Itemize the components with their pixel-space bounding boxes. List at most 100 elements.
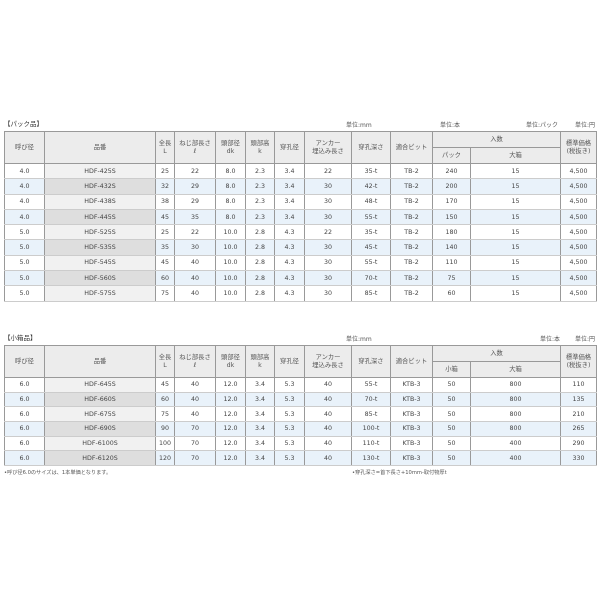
cell: 140 — [432, 239, 471, 256]
cell: 2.8 — [245, 285, 275, 302]
header-quantity: 入数 — [432, 131, 561, 148]
cell: HDF-525S — [44, 224, 156, 241]
cell: HDF-535S — [44, 239, 156, 256]
cell: 60 — [155, 270, 175, 287]
cell: 4,500 — [560, 285, 597, 302]
cell: 5.0 — [4, 254, 45, 272]
cell: 10.0 — [215, 285, 246, 302]
cell: 45-t — [351, 239, 391, 256]
cell: 12.0 — [215, 377, 246, 393]
cell: 3.4 — [245, 421, 275, 437]
cell: 85-t — [351, 406, 391, 423]
cell: 50 — [432, 450, 471, 467]
cell: 6.0 — [4, 450, 45, 467]
header-anchor-depth: アンカー 埋込み長さ — [304, 131, 352, 164]
cell: 3.4 — [245, 406, 275, 423]
cell: 6.0 — [4, 435, 45, 452]
cell: TB-2 — [390, 224, 433, 241]
cell: HDF-660S — [44, 391, 156, 408]
cell: 2.8 — [245, 270, 275, 287]
cell: 8.0 — [215, 193, 246, 210]
cell: 22 — [174, 224, 216, 241]
cell: 48-t — [351, 193, 391, 210]
cell: TB-2 — [390, 285, 433, 302]
header-diameter: 呼び径 — [4, 345, 45, 378]
cell: TB-2 — [390, 254, 433, 272]
cell: HDF-675S — [44, 406, 156, 423]
cell: 800 — [470, 421, 561, 437]
cell: 40 — [304, 406, 352, 423]
cell: 5.3 — [274, 421, 305, 437]
header-thread-length: ねじ部長さ ℓ — [174, 345, 216, 378]
cell: 35 — [155, 239, 175, 256]
cell: 8.0 — [215, 162, 246, 180]
cell: 5.3 — [274, 406, 305, 423]
cell: 5.0 — [4, 270, 45, 287]
cell: 50 — [432, 377, 471, 393]
cell: 2.8 — [245, 254, 275, 272]
cell: 400 — [470, 435, 561, 452]
cell: 40 — [174, 254, 216, 272]
cell: 42-t — [351, 178, 391, 195]
cell: TB-2 — [390, 178, 433, 195]
cell: 800 — [470, 406, 561, 423]
cell: 800 — [470, 391, 561, 408]
cell: 180 — [432, 224, 471, 241]
table-row: 5.0 HDF-575S 75 40 10.0 2.8 4.3 30 85-t TB-2 60 15 4… — [4, 285, 597, 302]
table-row: 5.0 HDF-535S 35 30 10.0 2.8 4.3 30 45-t TB-2 140 15… — [4, 239, 597, 256]
header-diameter: 呼び径 — [4, 131, 45, 164]
unit-mm: 単位:mm — [346, 122, 372, 129]
cell: 22 — [304, 162, 352, 180]
cell: 5.3 — [274, 435, 305, 452]
cell: 40 — [304, 421, 352, 437]
cell: 40 — [174, 285, 216, 302]
cell: 4,500 — [560, 254, 597, 272]
cell: 6.0 — [4, 406, 45, 423]
cell: 330 — [560, 450, 597, 467]
cell: 4,500 — [560, 162, 597, 180]
cell: 265 — [560, 421, 597, 437]
cell: 45 — [155, 254, 175, 272]
cell: 4,500 — [560, 208, 597, 226]
cell: HDF-645S — [44, 377, 156, 393]
cell: KTB-3 — [390, 450, 433, 467]
cell: 2.3 — [245, 193, 275, 210]
cell: 40 — [174, 391, 216, 408]
cell: 12.0 — [215, 391, 246, 408]
cell: 4,500 — [560, 270, 597, 287]
cell: 60 — [155, 391, 175, 408]
cell: 200 — [432, 178, 471, 195]
cell: 120 — [155, 450, 175, 467]
header-drill-depth: 穿孔深さ — [351, 345, 391, 378]
cell: 40 — [304, 377, 352, 393]
cell: 12.0 — [215, 450, 246, 467]
cell: 29 — [174, 193, 216, 210]
cell: 15 — [470, 239, 561, 256]
note-unit-price: •呼び径6.0のサイズは、1本単価となります。 — [4, 470, 112, 476]
cell: 400 — [470, 450, 561, 467]
cell: 4,500 — [560, 193, 597, 210]
table-row: 6.0 HDF-675S 75 40 12.0 3.4 5.3 40 85-t KTB-3 50 80… — [4, 406, 597, 423]
cell: 3.4 — [274, 178, 305, 195]
cell: 15 — [470, 162, 561, 180]
cell: HDF-6120S — [44, 450, 156, 467]
cell: TB-2 — [390, 239, 433, 256]
table-row: 5.0 HDF-525S 25 22 10.0 2.8 4.3 22 35-t TB-2 180 15… — [4, 224, 597, 241]
cell: 3.4 — [245, 435, 275, 452]
cell: 75 — [155, 285, 175, 302]
cell: 3.4 — [274, 193, 305, 210]
cell: 2.8 — [245, 239, 275, 256]
cell: 30 — [304, 239, 352, 256]
cell: 110-t — [351, 435, 391, 452]
unit-mm: 単位:mm — [346, 336, 372, 343]
cell: 130-t — [351, 450, 391, 467]
cell: 5.3 — [274, 450, 305, 467]
cell: HDF-6100S — [44, 435, 156, 452]
cell: 240 — [432, 162, 471, 180]
table-row: 6.0 HDF-645S 45 40 12.0 3.4 5.3 40 55-t KTB-3 50 80… — [4, 377, 597, 393]
cell: 40 — [174, 377, 216, 393]
cell: 35-t — [351, 224, 391, 241]
cell: 55-t — [351, 377, 391, 393]
cell: 4.3 — [274, 239, 305, 256]
cell: 4.3 — [274, 224, 305, 241]
